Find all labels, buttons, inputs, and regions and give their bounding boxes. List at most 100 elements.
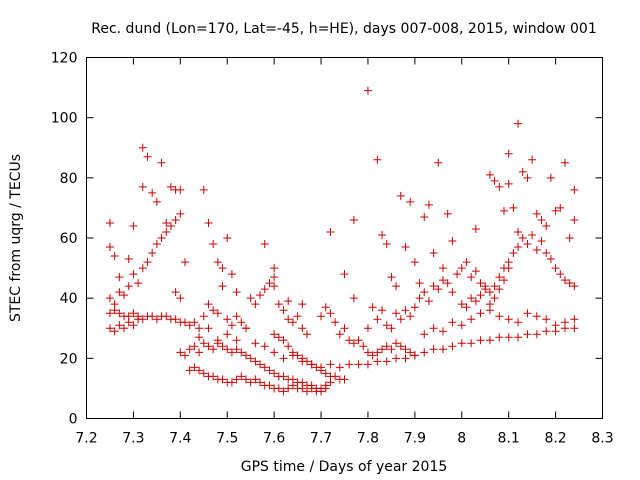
data-point-marker	[556, 203, 565, 212]
data-point-marker	[148, 188, 157, 197]
x-tick-label: 7.2	[75, 431, 97, 447]
data-point-marker	[298, 384, 307, 393]
data-point-marker	[504, 179, 513, 188]
data-point-marker	[485, 336, 494, 345]
data-point-marker	[321, 303, 330, 312]
data-point-marker	[378, 230, 387, 239]
data-point-marker	[349, 215, 358, 224]
data-point-marker	[495, 285, 504, 294]
data-point-marker	[256, 360, 265, 369]
data-point-marker	[185, 366, 194, 375]
data-point-marker	[279, 372, 288, 381]
data-point-marker	[410, 303, 419, 312]
data-point-marker	[457, 300, 466, 309]
data-point-marker	[152, 315, 161, 324]
data-point-marker	[373, 315, 382, 324]
data-point-marker	[396, 191, 405, 200]
data-point-marker	[223, 234, 232, 242]
data-point-marker	[120, 324, 129, 333]
data-point-marker	[317, 387, 326, 396]
data-point-marker	[349, 339, 358, 348]
data-point-marker	[312, 363, 321, 372]
data-point-marker	[204, 324, 213, 333]
data-point-marker	[382, 321, 391, 330]
data-point-marker	[560, 158, 569, 167]
data-point-marker	[462, 258, 471, 267]
data-point-marker	[298, 300, 307, 309]
data-point-marker	[279, 354, 288, 363]
data-point-marker	[143, 152, 152, 161]
data-point-marker	[120, 291, 129, 300]
data-point-marker	[424, 200, 433, 209]
data-point-marker	[340, 375, 349, 384]
data-point-marker	[476, 309, 485, 318]
data-point-marker	[171, 315, 180, 324]
data-point-marker	[443, 279, 452, 288]
data-point-marker	[378, 306, 387, 315]
data-point-marker	[565, 234, 574, 242]
data-point-marker	[274, 333, 283, 342]
data-point-marker	[204, 300, 213, 309]
data-point-marker	[485, 300, 494, 309]
data-point-marker	[246, 294, 255, 303]
data-point-marker	[509, 203, 518, 212]
data-point-marker	[195, 366, 204, 375]
data-point-marker	[387, 324, 396, 333]
data-point-marker	[124, 282, 133, 291]
data-point-marker	[415, 294, 424, 303]
data-point-marker	[265, 279, 274, 288]
data-point-marker	[392, 354, 401, 363]
data-point-marker	[199, 339, 208, 348]
data-point-marker	[387, 345, 396, 354]
data-point-marker	[274, 300, 283, 309]
data-point-marker	[434, 158, 443, 167]
data-point-marker	[134, 279, 143, 288]
data-point-marker	[326, 360, 335, 369]
data-point-marker	[157, 158, 166, 167]
data-points	[105, 86, 579, 396]
y-axis-label: STEC from uqrg / TECUs	[8, 154, 24, 322]
data-point-marker	[260, 285, 269, 294]
data-point-marker	[476, 336, 485, 345]
data-point-marker	[237, 318, 246, 327]
data-point-marker	[485, 170, 494, 179]
data-point-marker	[265, 366, 274, 375]
data-point-marker	[514, 243, 523, 252]
data-point-marker	[410, 351, 419, 360]
data-point-marker	[204, 218, 213, 227]
data-point-marker	[199, 185, 208, 194]
data-point-marker	[218, 375, 227, 384]
y-tick-label: 60	[60, 231, 78, 247]
data-point-marker	[504, 333, 513, 342]
data-point-marker	[129, 270, 138, 279]
data-point-marker	[392, 309, 401, 318]
y-tick-label: 100	[51, 111, 78, 127]
data-point-marker	[448, 342, 457, 351]
data-point-marker	[560, 318, 569, 327]
data-point-marker	[293, 312, 302, 321]
data-point-marker	[176, 294, 185, 303]
data-point-marker	[218, 264, 227, 273]
data-point-marker	[499, 206, 508, 215]
data-point-marker	[284, 297, 293, 306]
data-point-marker	[471, 297, 480, 306]
data-point-marker	[340, 270, 349, 279]
data-point-marker	[429, 282, 438, 291]
data-point-marker	[448, 237, 457, 246]
data-point-marker	[523, 309, 532, 318]
data-point-marker	[213, 258, 222, 267]
data-point-marker	[392, 282, 401, 291]
data-point-marker	[279, 387, 288, 396]
data-point-marker	[434, 285, 443, 294]
data-point-marker	[105, 309, 114, 318]
data-point-marker	[195, 348, 204, 357]
data-point-marker	[368, 303, 377, 312]
data-point-marker	[105, 294, 114, 303]
data-point-marker	[105, 243, 114, 252]
data-point-marker	[270, 273, 279, 282]
data-point-marker	[232, 375, 241, 384]
data-point-marker	[345, 360, 354, 369]
plot-frame	[86, 57, 603, 419]
data-point-marker	[439, 345, 448, 354]
